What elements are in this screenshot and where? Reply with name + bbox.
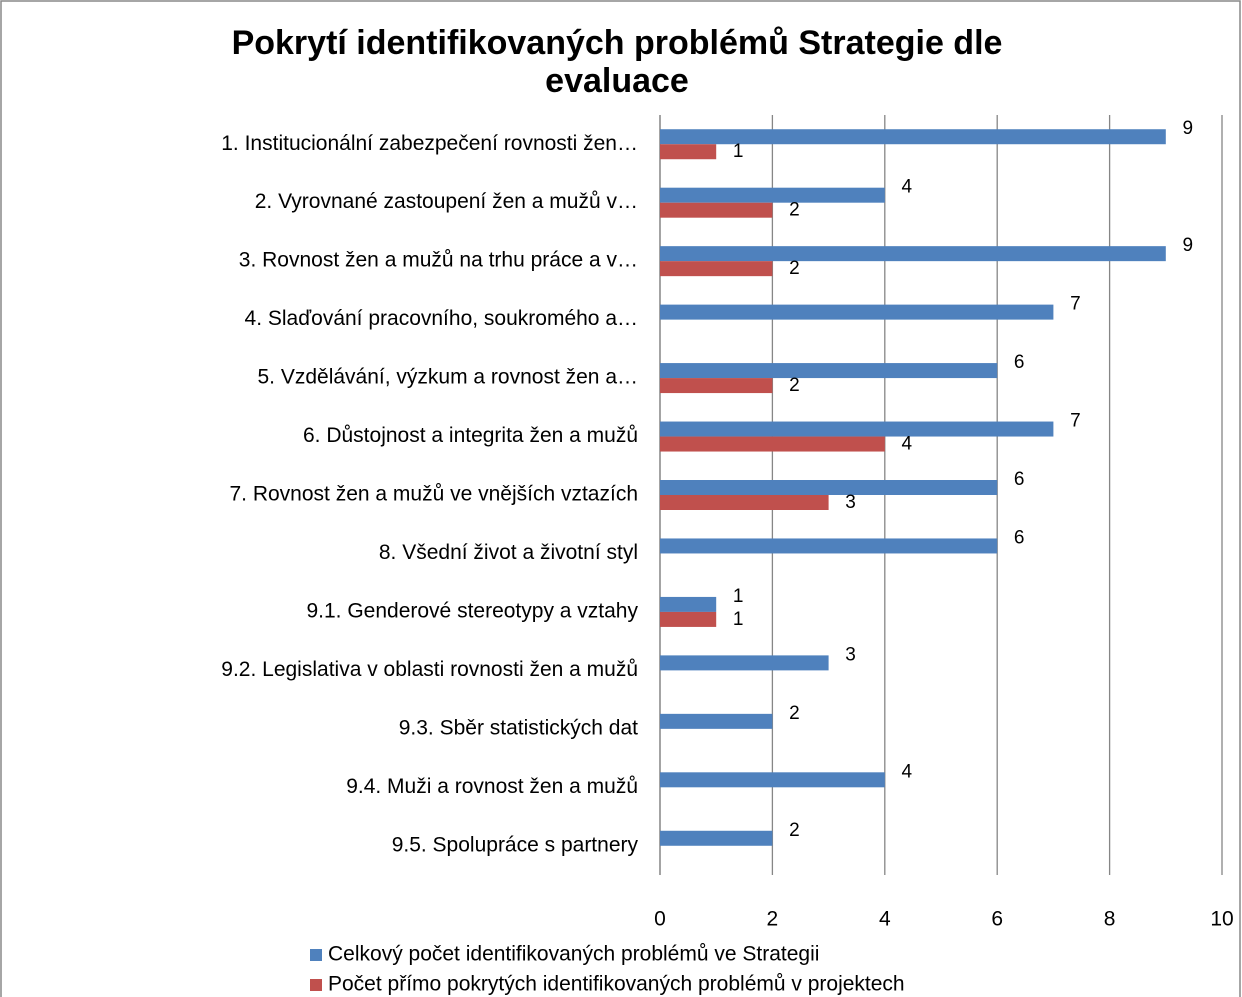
bar [660, 144, 717, 160]
x-tick-label: 2 [767, 908, 779, 931]
x-tick-label: 8 [1104, 908, 1116, 931]
bar [660, 261, 773, 277]
bar [660, 363, 998, 379]
bar [660, 611, 717, 627]
value-label: 3 [845, 644, 856, 665]
legend-label: Celkový počet identifikovaných problémů … [328, 943, 819, 966]
legend-label: Počet přímo pokrytých identifikovaných p… [328, 973, 905, 996]
bar [660, 129, 1166, 145]
y-tick-label: 4. Slaďování pracovního, soukromého a… [245, 307, 638, 330]
bar [660, 495, 829, 510]
value-label: 7 [1070, 411, 1081, 432]
value-label: 2 [789, 820, 800, 841]
bar [660, 304, 1054, 320]
y-tick-label: 9.3. Sběr statistických dat [399, 716, 638, 739]
bar [660, 772, 885, 788]
bar [660, 436, 885, 452]
value-label: 2 [789, 703, 800, 724]
bar [660, 655, 829, 671]
chart-title: Pokrytí identifikovaných problémů Strate… [231, 24, 1003, 100]
value-label: 3 [845, 492, 856, 513]
y-tick-label: 9.5. Spolupráce s partnery [392, 833, 639, 856]
bar [660, 596, 717, 612]
legend-swatch [310, 949, 322, 961]
bar [660, 187, 885, 203]
value-label: 4 [902, 434, 913, 455]
value-label: 7 [1070, 294, 1081, 315]
bar [660, 246, 1166, 262]
value-label: 1 [733, 141, 744, 162]
x-tick-label: 0 [654, 908, 666, 931]
value-label: 1 [733, 586, 744, 607]
y-tick-label: 9.4. Muži a rovnost žen a mužů [346, 775, 638, 798]
bar [660, 378, 773, 394]
value-label: 6 [1014, 527, 1025, 548]
value-label: 6 [1014, 469, 1025, 490]
value-label: 9 [1183, 118, 1194, 139]
y-tick-label: 9.1. Genderové stereotypy a vztahy [306, 599, 638, 622]
bar [660, 421, 1054, 437]
value-label: 2 [789, 375, 800, 396]
value-label: 2 [789, 200, 800, 221]
value-label: 1 [733, 609, 744, 630]
y-tick-label: 1. Institucionální zabezpečení rovnosti … [221, 132, 638, 155]
y-tick-label: 7. Rovnost žen a mužů ve vnějších vztazí… [229, 483, 638, 506]
value-label: 2 [789, 258, 800, 279]
y-tick-label: 2. Vyrovnané zastoupení žen a mužů v… [255, 190, 638, 213]
y-tick-label: 5. Vzdělávání, výzkum a rovnost žen a… [257, 366, 638, 389]
value-label: 9 [1183, 235, 1194, 256]
y-tick-label: 8. Všední život a životní styl [379, 541, 638, 564]
x-tick-label: 10 [1210, 908, 1233, 931]
x-tick-label: 6 [991, 908, 1003, 931]
value-label: 6 [1014, 352, 1025, 373]
bar [660, 830, 773, 846]
value-label: 4 [902, 177, 913, 198]
bar [660, 480, 998, 495]
bar [660, 713, 773, 729]
bar [660, 202, 773, 218]
y-tick-label: 6. Důstojnost a integrita žen a mužů [303, 424, 638, 447]
value-label: 4 [902, 761, 913, 782]
bar [660, 538, 998, 554]
legend-swatch [310, 979, 322, 991]
y-tick-label: 3. Rovnost žen a mužů na trhu práce a v… [239, 249, 638, 272]
y-tick-label: 9.2. Legislativa v oblasti rovnosti žen … [221, 658, 638, 681]
x-tick-label: 4 [879, 908, 891, 931]
